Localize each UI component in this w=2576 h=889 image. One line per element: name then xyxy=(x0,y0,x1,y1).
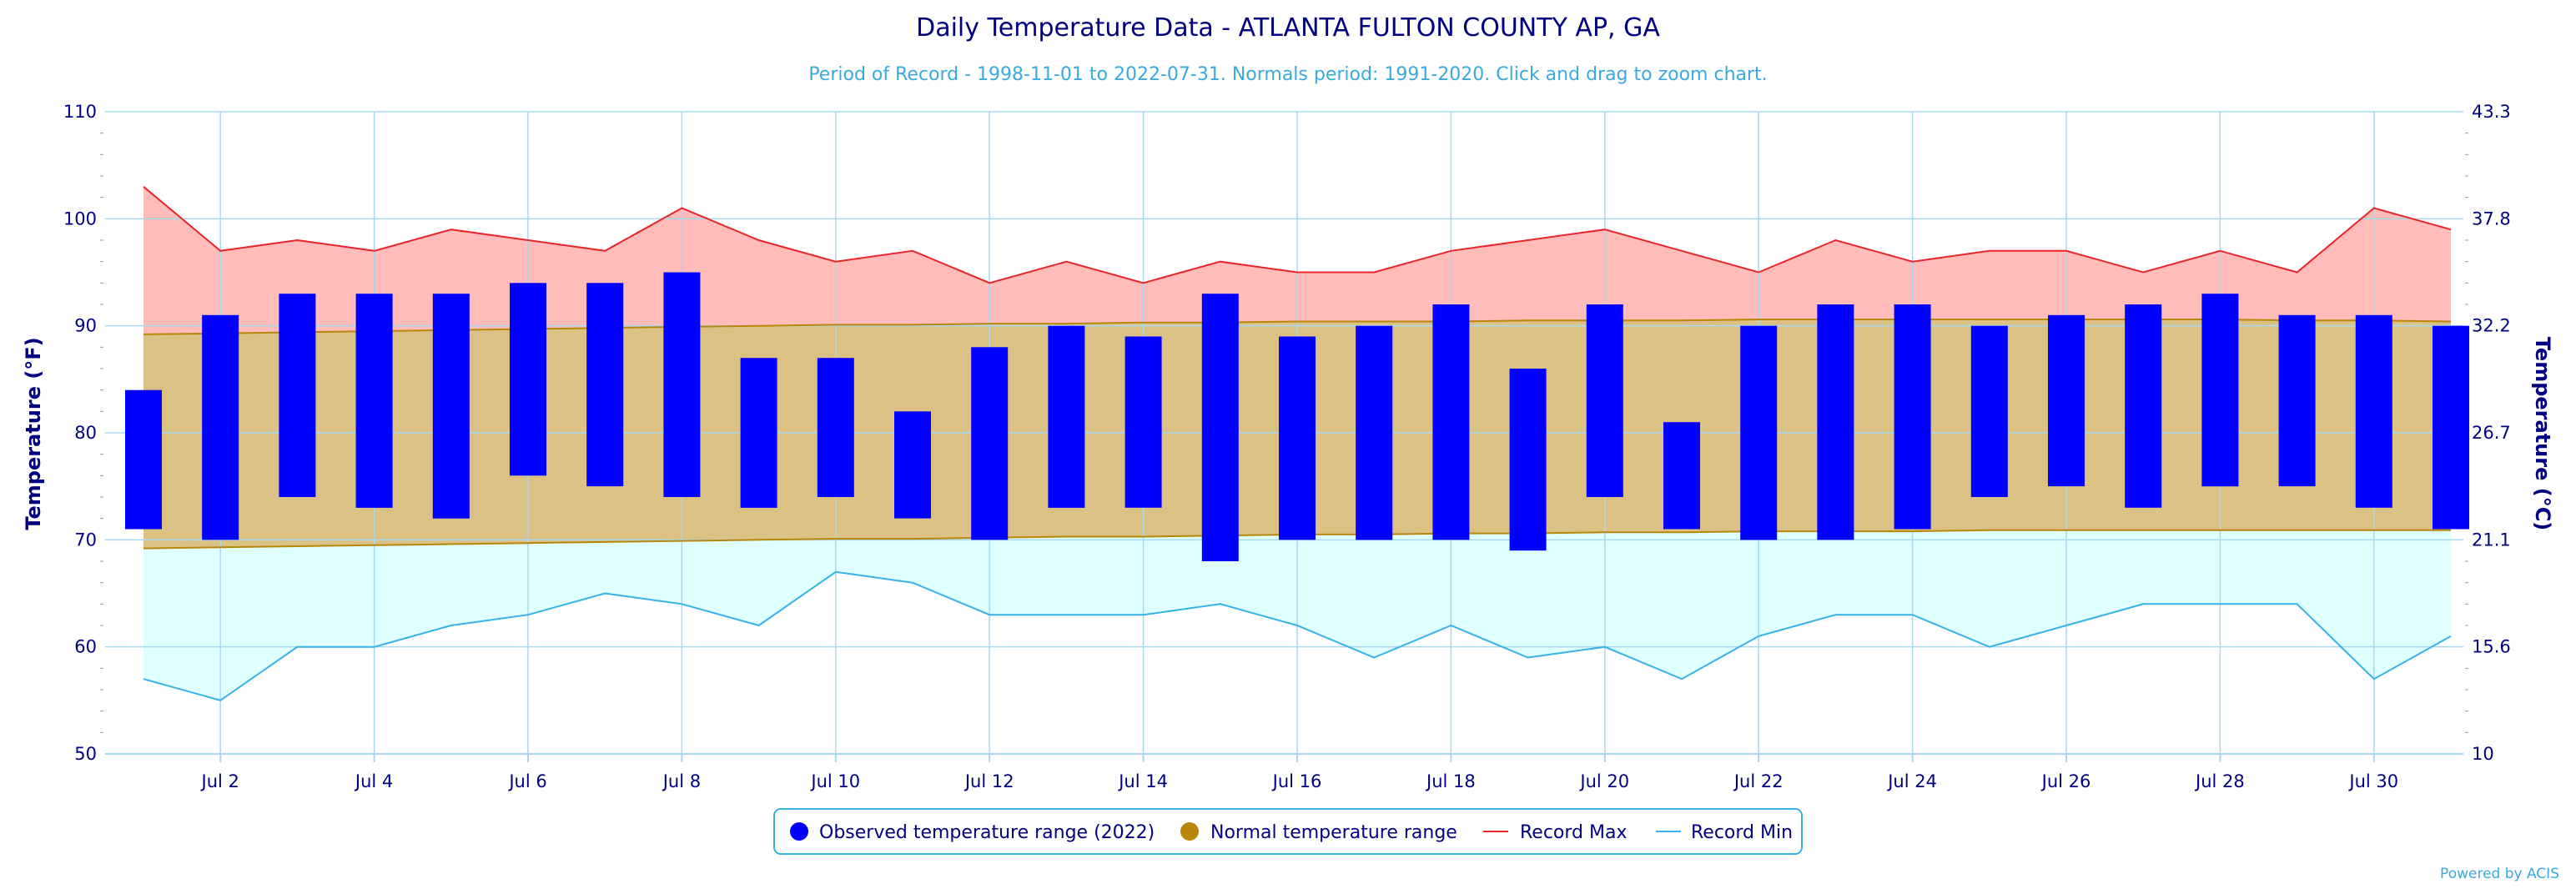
observed-bar-day-14 xyxy=(1124,336,1162,508)
observed-bars xyxy=(125,272,2469,561)
observed-bar-day-13 xyxy=(1048,325,1085,508)
observed-bar-day-1 xyxy=(125,389,162,530)
observed-bar-day-28 xyxy=(2201,294,2239,487)
x-tick-label: Jul 20 xyxy=(1578,771,1629,791)
x-tick-label: Jul 10 xyxy=(809,771,860,791)
x-tick-label: Jul 28 xyxy=(2194,771,2245,791)
x-tick-label: Jul 26 xyxy=(2040,771,2091,791)
observed-bar-day-4 xyxy=(355,294,393,508)
record-max-line xyxy=(143,186,2452,284)
x-tick-label: Jul 14 xyxy=(1117,771,1168,791)
observed-bar-day-17 xyxy=(1356,325,1393,540)
observed-bar-day-31 xyxy=(2433,325,2469,530)
observed-bar-day-29 xyxy=(2278,314,2316,487)
y-tick-label-left: 50 xyxy=(74,744,97,764)
observed-bar-day-15 xyxy=(1201,294,1239,561)
x-tick-label: Jul 12 xyxy=(963,771,1014,791)
x-tick-label: Jul 2 xyxy=(200,771,239,791)
y-tick-label-right: 15.6 xyxy=(2472,637,2511,657)
y-tick-label-right: 37.8 xyxy=(2472,208,2511,229)
y-tick-label-left: 90 xyxy=(74,316,97,336)
legend-box xyxy=(773,808,1803,855)
observed-bar-day-3 xyxy=(279,294,316,497)
observed-bar-day-22 xyxy=(1740,325,1778,540)
observed-bar-day-24 xyxy=(1894,304,1931,530)
legend-observed-icon[interactable] xyxy=(790,822,808,841)
y-tick-label-right: 10 xyxy=(2472,744,2494,764)
axes: 50 10 60 15.6 70 21.1 80 26.7 90 32.2 100 37.8 110 43… xyxy=(63,102,2511,791)
record-min-line xyxy=(143,570,2452,701)
y-tick-label-right: 21.1 xyxy=(2472,530,2511,550)
observed-bar-day-19 xyxy=(1509,369,1547,551)
x-tick-label: Jul 6 xyxy=(507,771,546,791)
observed-bar-day-6 xyxy=(510,283,546,476)
observed-bar-day-26 xyxy=(2048,314,2085,487)
legend: Observed temperature range (2022) Normal… xyxy=(773,808,1803,855)
record-max-fill xyxy=(143,186,2451,334)
observed-bar-day-23 xyxy=(1817,304,1854,540)
x-tick-label: Jul 24 xyxy=(1886,771,1937,791)
observed-bar-day-20 xyxy=(1586,304,1623,497)
observed-bar-day-12 xyxy=(971,347,1009,540)
legend-normal-label[interactable]: Normal temperature range xyxy=(1210,822,1457,843)
y-tick-label-left: 80 xyxy=(74,423,97,443)
legend-observed-label[interactable]: Observed temperature range (2022) xyxy=(819,822,1155,843)
observed-bar-day-11 xyxy=(894,411,931,519)
y-axis-label-right: Temperature (°C) xyxy=(2531,337,2554,531)
x-tick-label: Jul 16 xyxy=(1271,771,1322,791)
observed-bar-day-10 xyxy=(817,358,854,497)
observed-bar-day-9 xyxy=(740,358,777,508)
legend-normal-icon[interactable] xyxy=(1180,822,1199,841)
observed-bar-day-25 xyxy=(1970,325,2008,497)
observed-bar-day-7 xyxy=(586,283,624,487)
observed-bar-day-30 xyxy=(2355,314,2392,508)
chart-title: Daily Temperature Data - ATLANTA FULTON … xyxy=(916,13,1660,43)
observed-bar-day-16 xyxy=(1279,336,1316,540)
y-tick-label-left: 100 xyxy=(63,208,97,229)
y-tick-label-right: 43.3 xyxy=(2472,102,2511,122)
observed-bar-day-18 xyxy=(1432,304,1470,540)
observed-bar-day-21 xyxy=(1663,422,1700,530)
observed-bar-day-27 xyxy=(2125,304,2162,508)
observed-bar-day-8 xyxy=(663,272,701,497)
x-tick-label: Jul 18 xyxy=(1425,771,1476,791)
record-lines xyxy=(143,186,2452,701)
record-max-area xyxy=(143,186,2451,334)
x-tick-label: Jul 22 xyxy=(1733,771,1784,791)
y-tick-label-right: 26.7 xyxy=(2472,423,2511,443)
legend-record-min-label[interactable]: Record Min xyxy=(1691,822,1793,843)
y-tick-label-left: 70 xyxy=(74,530,97,550)
x-tick-label: Jul 4 xyxy=(354,771,393,791)
powered-by-credit[interactable]: Powered by ACIS xyxy=(2440,866,2559,882)
x-tick-label: Jul 30 xyxy=(2347,771,2398,791)
legend-record-max-label[interactable]: Record Max xyxy=(1520,822,1628,843)
y-tick-label-left: 60 xyxy=(74,637,97,657)
observed-bar-day-2 xyxy=(202,314,239,540)
x-tick-label: Jul 8 xyxy=(662,771,701,791)
y-axis-label-left: Temperature (°F) xyxy=(22,337,45,530)
chart-subtitle: Period of Record - 1998-11-01 to 2022-07… xyxy=(808,64,1767,85)
y-tick-label-left: 110 xyxy=(63,102,97,122)
observed-bar-day-5 xyxy=(432,294,470,519)
y-tick-label-right: 32.2 xyxy=(2472,316,2511,336)
